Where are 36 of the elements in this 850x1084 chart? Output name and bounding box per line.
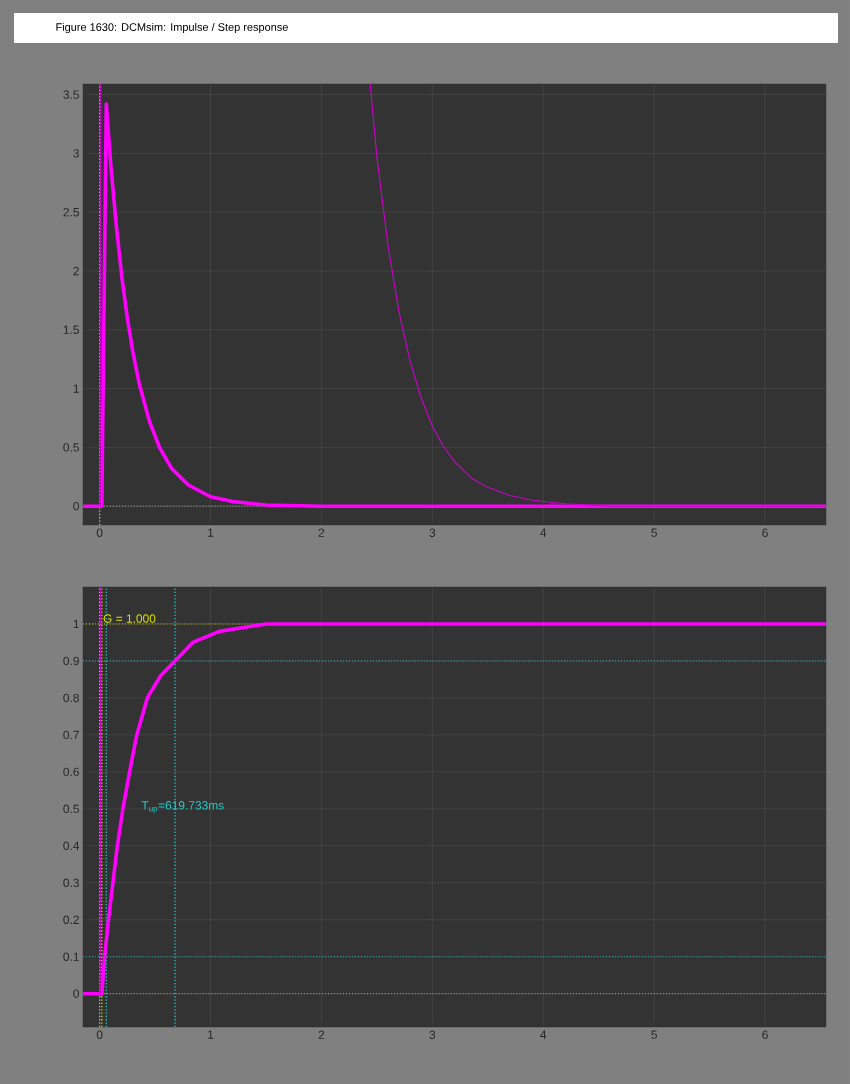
y-tick-label: 1 (73, 619, 79, 629)
x-tick-label: 0 (96, 1030, 103, 1039)
x-tick-label: 4 (540, 1030, 547, 1039)
y-tick-label: 0.5 (63, 804, 79, 814)
y-tick-label: 0.4 (63, 841, 80, 851)
y-tick-label: 0 (73, 501, 80, 511)
y-tick-label: 0.6 (63, 767, 79, 777)
x-tick-label: 5 (651, 1030, 657, 1039)
x-tick-label: 3 (429, 528, 436, 537)
x-tick-label: 2 (318, 528, 325, 537)
x-tick-label: 1 (208, 528, 214, 537)
x-tick-label: 6 (762, 528, 768, 537)
y-tick-label: 0.1 (63, 952, 79, 961)
x-tick-label: 2 (318, 1030, 325, 1039)
x-tick-label: 3 (429, 1030, 436, 1039)
y-tick-label: 0.7 (63, 730, 79, 740)
y-tick-label: 0.8 (63, 693, 79, 703)
chart-title: Figure 1630: DCMsim: Impulse / Step response (56, 22, 288, 34)
annotation: T$_{up}$=619.733ms (141, 801, 224, 813)
x-tick-label: 0 (96, 528, 103, 537)
y-tick-label: 2 (73, 266, 79, 276)
annotation: G = 1.000 (103, 614, 156, 623)
x-tick-label: 1 (208, 1030, 214, 1039)
x-tick-label: 4 (540, 528, 547, 537)
x-tick-label: 6 (762, 1030, 768, 1039)
y-tick-label: 1 (73, 384, 79, 393)
y-tick-label: 3 (73, 149, 79, 158)
y-tick-label: 0.3 (63, 878, 79, 888)
y-tick-label: 2.5 (63, 207, 79, 217)
y-tick-label: 1.5 (63, 325, 79, 334)
y-tick-label: 0.9 (63, 656, 79, 666)
y-tick-label: 0.2 (63, 915, 79, 924)
y-tick-label: 0.5 (63, 443, 79, 452)
y-tick-label: 0 (73, 989, 80, 998)
x-tick-label: 5 (651, 528, 657, 537)
y-tick-label: 3.5 (63, 90, 79, 99)
